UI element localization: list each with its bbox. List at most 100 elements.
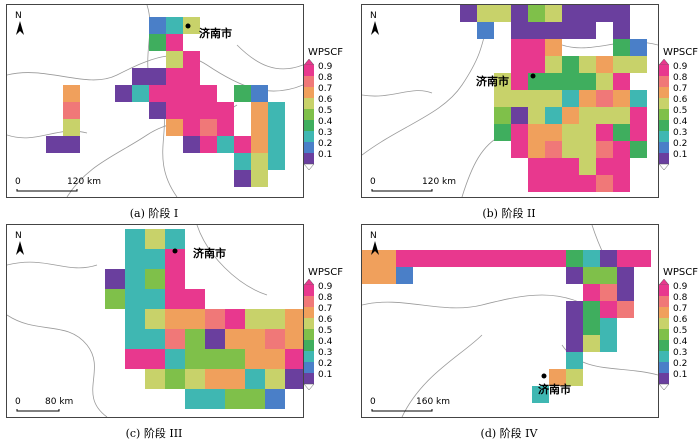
grid-cell: [165, 309, 185, 329]
grid-cell: [115, 85, 132, 102]
grid-cell: [511, 56, 528, 73]
grid-cell: [596, 158, 613, 175]
grid-cell: [528, 124, 545, 141]
grid-cell: [494, 107, 511, 124]
grid-cell: [145, 269, 165, 289]
city-marker: [172, 248, 178, 254]
grid-cell: [132, 68, 149, 85]
grid-cell: [185, 289, 205, 309]
city-label-jinan: 济南市: [199, 27, 232, 40]
legend-tick-label: 0.9: [318, 62, 333, 72]
grid-cell: [600, 250, 617, 267]
legend-colorbar: 0.90.80.70.60.50.40.30.20.1: [658, 59, 688, 171]
grid-cell: [166, 34, 183, 51]
map-b: N 济南市 0 120 km: [361, 4, 659, 198]
grid-cell: [46, 136, 63, 153]
grid-cell: [583, 318, 600, 335]
legend-colorbar: 0.90.80.70.60.50.40.30.20.1: [658, 279, 688, 391]
grid-cell: [511, 22, 528, 39]
grid-cell: [183, 85, 200, 102]
boundary-lines-a: [7, 5, 303, 197]
grid-cell: [185, 329, 205, 349]
grid-cell: [105, 269, 125, 289]
grid-cell: [583, 267, 600, 284]
boundary-lines-b: [362, 5, 658, 197]
legend-d: WPSCF 0.9 0.8 0.7 0.6 0.5 0.4 0.3 0.2 0.1: [657, 267, 700, 397]
grid-cell: [234, 85, 251, 102]
legend-arrow-bottom: [303, 383, 315, 391]
grid-cell: [596, 175, 613, 192]
grid-cell: [165, 229, 185, 249]
grid-cell: [545, 56, 562, 73]
grid-cell: [217, 102, 234, 119]
legend-tick-label: 0.8: [673, 73, 688, 83]
legend-swatch: [659, 373, 669, 384]
grid-cell: [566, 250, 583, 267]
grid-cell: [562, 22, 579, 39]
grid-cell: [549, 250, 566, 267]
grid-cell: [566, 318, 583, 335]
legend-swatch: [659, 318, 669, 329]
legend-swatch: [659, 109, 669, 120]
legend-swatch: [304, 109, 314, 120]
scale-bar-line: [371, 189, 433, 192]
legend-colorbar: 0.90.80.70.60.50.40.30.20.1: [303, 279, 333, 391]
legend-tick-label: 0.7: [318, 84, 332, 94]
legend-swatch: [659, 351, 669, 362]
grid-cell: [185, 389, 205, 409]
grid-cell: [166, 85, 183, 102]
grid-cell: [185, 309, 205, 329]
grid-cell: [145, 289, 165, 309]
grid-cell: [145, 329, 165, 349]
scale-bar: 0 80 km: [13, 397, 133, 413]
grid-cell: [379, 267, 396, 284]
grid-cell: [494, 124, 511, 141]
grid-cell: [545, 73, 562, 90]
grid-cell: [165, 329, 185, 349]
grid-cell: [613, 39, 630, 56]
legend-tick-label: 0.1: [673, 370, 687, 380]
grid-cell: [528, 141, 545, 158]
grid-cell: [265, 309, 285, 329]
legend-swatch: [659, 65, 669, 76]
grid-cell: [125, 229, 145, 249]
legend-tick-label: 0.2: [318, 359, 332, 369]
legend-colorbar: 0.90.80.70.60.50.40.30.20.1: [303, 59, 333, 171]
grid-cell: [528, 5, 545, 22]
scale-bar: 0 120 km: [368, 177, 488, 193]
grid-cell: [63, 85, 80, 102]
grid-cell: [579, 56, 596, 73]
grid-cell: [183, 119, 200, 136]
grid-cell: [63, 102, 80, 119]
legend-tick-label: 0.4: [673, 117, 688, 127]
legend-swatch: [304, 318, 314, 329]
boundary-lines-c: [7, 225, 303, 417]
grid-cell: [125, 349, 145, 369]
grid-cell: [498, 250, 515, 267]
legend-swatch: [659, 153, 669, 164]
grid-cell: [245, 349, 265, 369]
legend-a: WPSCF 0.9 0.8 0.7 0.6 0.5 0.4 0.3 0.2 0.1: [302, 47, 350, 177]
grid-cell: [562, 124, 579, 141]
grid-cell: [200, 85, 217, 102]
north-arrow: N: [13, 11, 27, 37]
grid-cell: [125, 269, 145, 289]
grid-cell: [583, 335, 600, 352]
city-marker: [541, 373, 547, 379]
grid-cell: [285, 369, 303, 389]
grid-cell: [200, 119, 217, 136]
grid-cell: [447, 250, 464, 267]
grid-cell: [205, 329, 225, 349]
grid-cell: [579, 158, 596, 175]
grid-cell: [225, 369, 245, 389]
legend-tick-label: 0.9: [673, 62, 688, 72]
grid-cell: [245, 369, 265, 389]
north-arrow-icon: [371, 21, 379, 35]
grid-cell: [245, 309, 265, 329]
grid-cell: [613, 158, 630, 175]
legend-swatch: [659, 296, 669, 307]
grid-cell: [149, 102, 166, 119]
grid-cell: [477, 5, 494, 22]
legend-swatch: [659, 87, 669, 98]
grid-cell: [245, 329, 265, 349]
